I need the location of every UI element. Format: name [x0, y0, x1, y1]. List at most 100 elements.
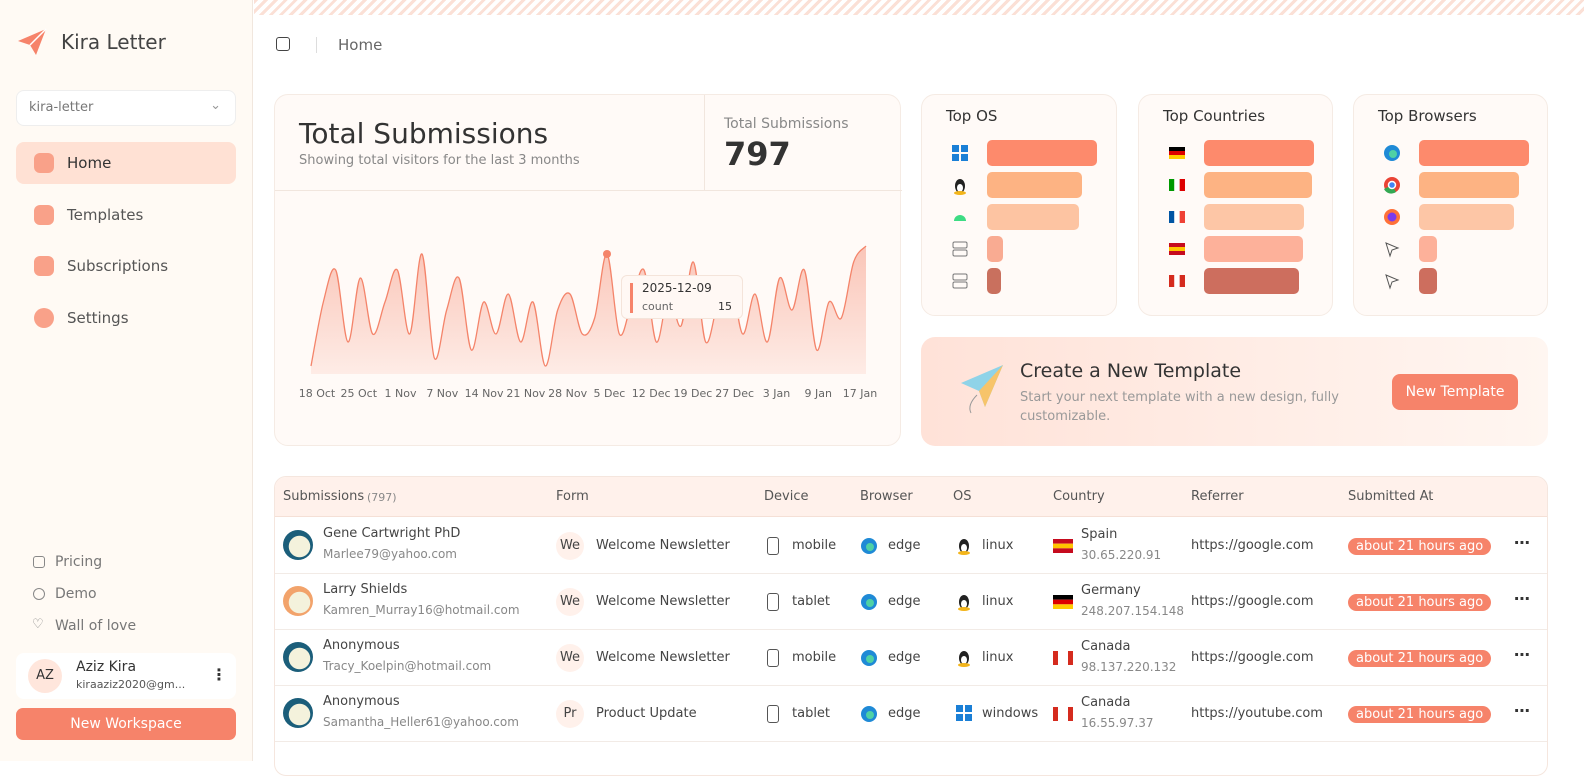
x-tick-label: 27 Dec [715, 387, 754, 400]
promo-text: Start your next template with a new desi… [1020, 390, 1339, 424]
bar [1204, 140, 1314, 166]
table-row[interactable]: Anonymous Samantha_Heller61@yahoo.com Pr Pr… [275, 686, 1547, 742]
column-header: Country [1053, 489, 1105, 504]
bar [1204, 204, 1305, 230]
active-point [603, 250, 611, 258]
form: Welcome Newsletter [596, 594, 730, 609]
flag [1053, 707, 1073, 721]
device-icon [767, 705, 779, 723]
bar [987, 236, 1003, 262]
name: Anonymous [323, 694, 400, 709]
tooltip-value: 15 [718, 300, 732, 313]
browser: edge [888, 706, 921, 721]
os: linux [982, 594, 1014, 609]
top-strip [254, 0, 1584, 15]
os-icon [958, 539, 970, 555]
card-title: Top OS [946, 107, 998, 125]
email: Marlee79@yahoo.com [323, 547, 457, 561]
device-icon [767, 649, 779, 667]
bar [1419, 204, 1515, 230]
x-tick-label: 28 Nov [548, 387, 587, 400]
column-header: Submitted At [1348, 489, 1434, 504]
ip: 248.207.154.148 [1081, 604, 1185, 618]
x-tick-label: 5 Dec [593, 387, 625, 400]
user-initials: AZ [28, 659, 62, 693]
avatar [283, 586, 313, 616]
new-workspace-button[interactable]: New Workspace [16, 708, 236, 740]
area [311, 246, 866, 374]
flag [1053, 539, 1073, 553]
email: Kamren_Murray16@hotmail.com [323, 603, 520, 617]
icon [1384, 209, 1400, 225]
icon: ♡ [32, 617, 44, 632]
bar [987, 172, 1082, 198]
icon [954, 215, 966, 221]
avatar [283, 530, 313, 560]
form: Product Update [596, 706, 697, 721]
form: Welcome Newsletter [596, 538, 730, 553]
device: tablet [792, 706, 831, 721]
ip: 30.65.220.91 [1081, 548, 1162, 562]
icon [1169, 275, 1185, 287]
table-row[interactable]: Gene Cartwright PhD Marlee79@yahoo.com We W… [275, 518, 1547, 574]
ip: 98.137.220.132 [1081, 660, 1177, 674]
link[interactable]: Pricing [55, 554, 103, 570]
icon [1169, 147, 1185, 159]
bar [1204, 268, 1299, 294]
form: Welcome Newsletter [596, 650, 730, 665]
row-menu[interactable]: ⋯ [1514, 701, 1530, 720]
x-tick-label: 7 Nov [426, 387, 458, 400]
new-template-button[interactable]: New Template [1392, 374, 1518, 410]
device-icon [767, 537, 779, 555]
device: mobile [792, 650, 837, 665]
icon [33, 556, 45, 568]
column-header: Browser [860, 489, 913, 504]
nav-item[interactable]: Home [16, 142, 236, 184]
link[interactable]: Demo [55, 586, 97, 602]
referrer: https://youtube.com [1191, 706, 1323, 721]
top-browsers-card: Top Browsers [1353, 94, 1548, 316]
nav-label: Templates [67, 206, 144, 224]
divider [316, 37, 317, 53]
column-header: OS [953, 489, 972, 504]
promo-card: Create a New Template Start your next te… [921, 337, 1548, 446]
icon [1385, 242, 1400, 258]
icon [954, 179, 966, 195]
row-menu[interactable]: ⋯ [1514, 645, 1530, 664]
menu[interactable]: ⋮ [211, 665, 227, 684]
link[interactable]: Wall of love [55, 618, 137, 634]
device: mobile [792, 538, 837, 553]
browser-icon [861, 594, 877, 610]
icon [1169, 179, 1185, 191]
workspace-select[interactable]: kira-letter ⌄ [16, 90, 236, 126]
icon [1384, 145, 1400, 161]
chart-title: Total Submissions [299, 117, 549, 150]
nav-item[interactable]: Subscriptions [16, 245, 236, 287]
row-menu[interactable]: ⋯ [1514, 589, 1530, 608]
device: tablet [792, 594, 831, 609]
browser: edge [888, 538, 921, 553]
nav-item[interactable]: Settings [16, 297, 236, 339]
row-menu[interactable]: ⋯ [1514, 533, 1530, 552]
submissions-table: Submissions Form Device Browser OS Country Ref… [274, 476, 1548, 776]
country: Spain [1081, 527, 1118, 542]
table-row[interactable]: Larry Shields Kamren_Murray16@hotmail.com… [275, 574, 1547, 630]
chart-subtitle: Showing total visitors for the last 3 mo… [299, 153, 580, 168]
nav-item[interactable]: Templates [16, 194, 236, 236]
area-chart: 18 Oct 25 Oct 1 Nov 7 Nov 14 Nov 21 Nov 28 Nov… [299, 245, 877, 400]
toggle-sidebar[interactable] [276, 37, 290, 51]
top-countries-card: Top Countries [1138, 94, 1333, 316]
breadcrumb[interactable]: Home [338, 36, 383, 54]
table-header [275, 477, 1547, 517]
user-name: Aziz Kira [76, 659, 137, 675]
table-row[interactable]: Anonymous Tracy_Koelpin@hotmail.com We Welc… [275, 630, 1547, 686]
brand: Kira Letter [61, 30, 166, 54]
bar [1419, 268, 1437, 294]
browser: edge [888, 594, 921, 609]
x-tick-label: 14 Nov [465, 387, 504, 400]
submitted-at: about 21 hours ago [1348, 650, 1492, 667]
user-card[interactable]: AZ Aziz Kira kiraaziz2020@gm... ⋮ [16, 653, 236, 699]
email: Tracy_Koelpin@hotmail.com [323, 659, 492, 673]
workspace-name: kira-letter [29, 100, 94, 115]
divider [275, 190, 902, 191]
